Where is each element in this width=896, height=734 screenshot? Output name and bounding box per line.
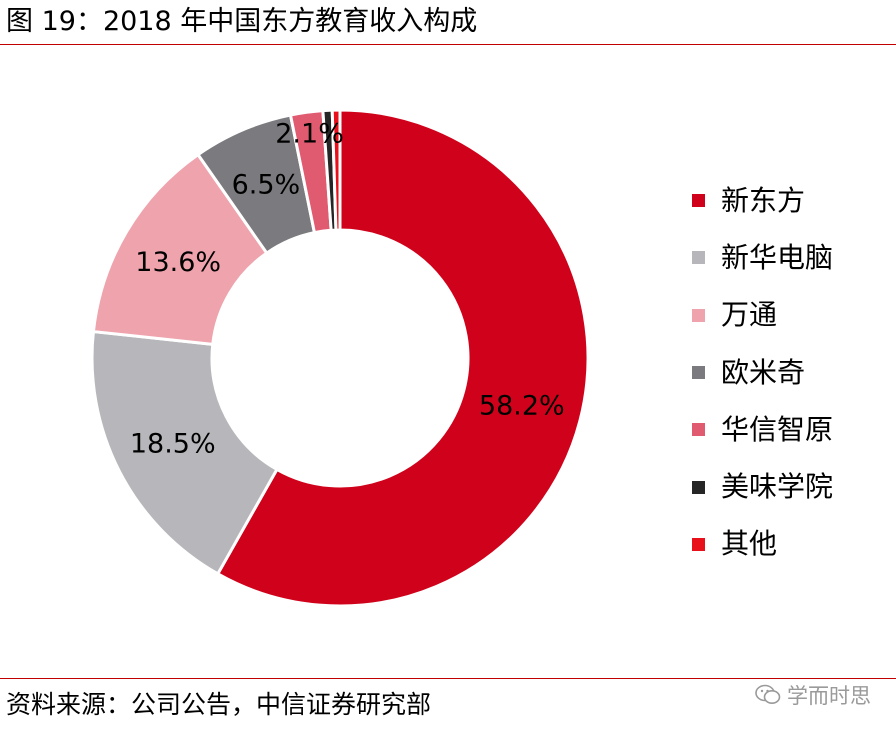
watermark-text: 学而时思	[787, 684, 871, 708]
donut-labels: 58.2% 18.5% 13.6% 6.5% 2.1%	[130, 119, 565, 460]
legend-label: 其他	[721, 527, 778, 561]
legend-item-5: 华信智原	[692, 401, 833, 458]
watermark: 学而时思	[755, 680, 871, 710]
donut-slice-3	[91, 152, 269, 347]
footer-divider	[0, 678, 896, 679]
donut-slice-2	[90, 329, 279, 576]
legend-label: 万通	[721, 298, 778, 332]
legend-item-6: 美味学院	[692, 458, 833, 515]
legend-item-3: 万通	[692, 287, 833, 344]
legend-label: 新东方	[721, 183, 806, 217]
donut-slice-1	[215, 108, 590, 608]
data-label-3: 13.6%	[135, 247, 221, 278]
legend-item-7: 其他	[692, 516, 833, 573]
donut-slices	[90, 108, 590, 608]
chart-legend: 新东方新华电脑万通欧米奇华信智原美味学院其他	[692, 172, 833, 573]
legend-item-1: 新东方	[692, 172, 833, 229]
legend-swatch	[692, 194, 705, 208]
legend-swatch	[692, 537, 705, 551]
legend-item-2: 新华电脑	[692, 229, 833, 286]
legend-swatch	[692, 423, 705, 437]
legend-item-4: 欧米奇	[692, 344, 833, 401]
data-label-4: 6.5%	[232, 170, 301, 201]
figure-title: 图 19：2018 年中国东方教育收入构成	[6, 6, 478, 37]
legend-swatch	[692, 308, 705, 322]
data-label-5: 2.1%	[275, 119, 344, 150]
donut-chart: 58.2% 18.5% 13.6% 6.5% 2.1%	[90, 108, 590, 608]
legend-label: 新华电脑	[721, 240, 834, 274]
data-label-2: 18.5%	[130, 428, 216, 459]
source-note: 资料来源：公司公告，中信证券研究部	[6, 690, 432, 719]
legend-swatch	[692, 251, 705, 265]
legend-label: 美味学院	[721, 470, 834, 504]
title-divider	[0, 44, 896, 45]
legend-swatch	[692, 480, 705, 494]
legend-swatch	[692, 366, 705, 380]
legend-label: 欧米奇	[721, 355, 806, 389]
legend-label: 华信智原	[721, 412, 834, 446]
data-label-1: 58.2%	[479, 390, 565, 421]
donut-slice-7	[330, 108, 342, 232]
wechat-icon	[755, 684, 781, 704]
